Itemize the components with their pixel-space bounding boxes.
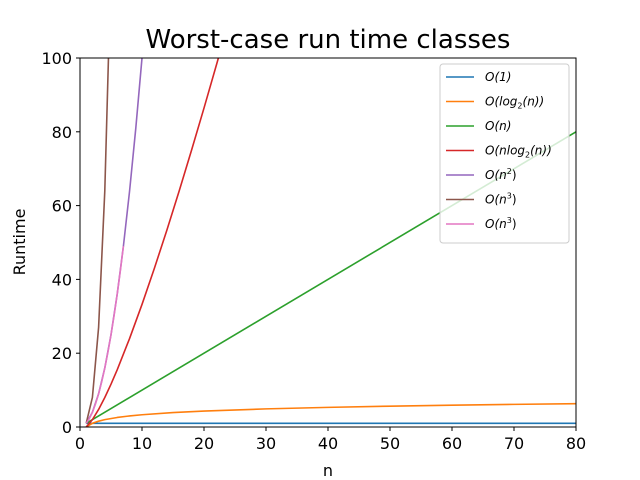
series-line-1	[85, 402, 576, 427]
y-axis-label: Runtime	[10, 209, 29, 276]
legend-label-3: O(nlog2(n))	[485, 144, 552, 160]
x-tick-label: 80	[566, 434, 586, 453]
x-tick-label: 10	[132, 434, 152, 453]
legend-label-5: O(n3)	[485, 192, 517, 207]
legend-label-2: O(n)	[485, 119, 511, 133]
plot-area	[85, 58, 576, 427]
legend: O(1) O(log2(n)) O(n) O(nlog2(n)) O(n2) O(n3) O…	[439, 63, 570, 244]
x-axis-ticks: 0 10 20 30 40 50 60 70 80	[75, 427, 586, 453]
series-line-6	[85, 246, 125, 424]
legend-label-6: O(n3)	[485, 216, 517, 231]
legend-label-1: O(log2(n))	[485, 95, 544, 111]
series-line-5	[85, 58, 110, 424]
y-tick-label: 60	[52, 197, 72, 216]
y-tick-label: 100	[41, 49, 72, 68]
x-tick-label: 20	[194, 434, 214, 453]
x-tick-label: 70	[504, 434, 524, 453]
series-line-3	[85, 58, 220, 427]
x-tick-label: 60	[442, 434, 462, 453]
x-tick-label: 0	[75, 434, 85, 453]
legend-label-0: O(1)	[485, 70, 511, 84]
legend-box	[439, 63, 570, 244]
y-tick-label: 0	[62, 418, 72, 437]
y-tick-label: 20	[52, 344, 72, 363]
x-axis-label: n	[323, 461, 333, 480]
series-layer	[85, 58, 576, 427]
y-tick-label: 40	[52, 270, 72, 289]
x-tick-label: 30	[256, 434, 276, 453]
legend-label-4: O(n2)	[485, 167, 517, 182]
x-tick-label: 50	[380, 434, 400, 453]
y-tick-label: 80	[52, 123, 72, 142]
chart-title: Worst-case run time classes	[146, 25, 511, 55]
y-axis-ticks: 0 20 40 60 80 100	[41, 49, 80, 437]
legend-items: O(1) O(log2(n)) O(n) O(nlog2(n)) O(n2) O(n3) O…	[446, 70, 552, 231]
x-tick-label: 40	[318, 434, 338, 453]
